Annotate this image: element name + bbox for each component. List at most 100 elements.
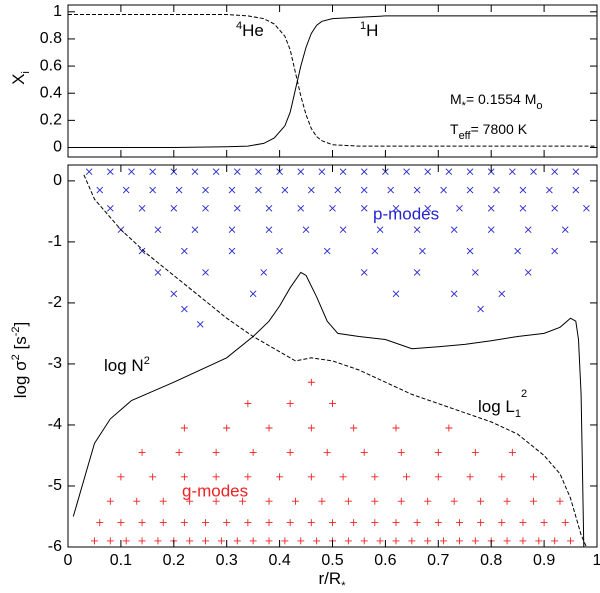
p-mode-point	[228, 247, 236, 255]
p-mode-point	[413, 186, 421, 194]
axes: 0 0.2 0.4 0.6 0.8 1 0 0.1 0.2 0.3 0.4 0.5 0.6 0.7 0.8 0…	[40, 3, 600, 569]
x-tick-label: 0.2	[163, 552, 185, 569]
g-mode-point	[434, 448, 442, 456]
p-mode-point	[202, 205, 209, 212]
p-mode-point	[583, 205, 590, 212]
g-mode-point	[434, 473, 442, 481]
g-mode-point	[397, 497, 405, 505]
p-mode-point	[360, 269, 368, 276]
g-mode-point	[530, 473, 538, 481]
g-mode-point	[180, 473, 188, 481]
bottom-plot	[72, 168, 590, 547]
p-mode-point	[297, 168, 305, 176]
p-mode-point	[487, 205, 495, 212]
curve	[68, 15, 597, 148]
annotation: Teff= 7800 K	[450, 121, 528, 142]
y-tick-label: 0	[53, 172, 62, 189]
g-mode-point	[530, 497, 538, 505]
p-mode-point	[392, 290, 400, 298]
g-mode-point	[445, 424, 453, 432]
g-mode-point	[90, 537, 98, 545]
g-mode-point	[371, 519, 379, 527]
p-mode-point	[175, 186, 183, 194]
x-tick-label: 0.9	[533, 552, 555, 569]
p-mode-point	[170, 205, 178, 212]
p-mode-point	[107, 168, 114, 176]
p-mode-point	[265, 205, 273, 212]
p-mode-point	[308, 186, 315, 194]
p-mode-point	[323, 247, 331, 255]
g-mode-point	[180, 519, 188, 527]
g-mode-point	[540, 519, 548, 527]
p-mode-point	[551, 168, 558, 176]
g-mode-point	[138, 519, 146, 527]
g-mode-point	[350, 519, 358, 527]
g-mode-point	[138, 537, 146, 545]
g-mode-point	[450, 497, 458, 505]
g-mode-point	[477, 497, 485, 505]
y-tick-label: -5	[48, 477, 62, 494]
g-mode-point	[471, 448, 479, 456]
y-tick-label: -3	[48, 355, 62, 372]
p-mode-point	[493, 186, 500, 194]
g-mode-point	[133, 497, 141, 505]
p-mode-point	[122, 186, 130, 194]
g-mode-point	[567, 537, 575, 545]
y-tick-label: 0.4	[40, 84, 62, 101]
p-mode-point	[450, 226, 458, 234]
g-mode-point	[508, 448, 516, 456]
annotation: log N2	[104, 355, 150, 376]
g-mode-point	[551, 537, 559, 545]
annotation: log L12	[478, 388, 527, 420]
top-plot	[68, 14, 597, 148]
p-mode-point	[128, 168, 135, 176]
g-mode-point	[212, 497, 220, 505]
annotation: 1H	[360, 20, 378, 41]
p-mode-point	[546, 186, 553, 194]
p-mode-point	[281, 186, 289, 194]
p-mode-point	[376, 226, 384, 234]
g-mode-point	[138, 448, 146, 456]
g-mode-point	[556, 497, 564, 505]
g-mode-point	[286, 448, 294, 456]
g-mode-point	[286, 519, 294, 527]
y-tick-label: 0.8	[40, 30, 62, 47]
g-mode-point	[281, 537, 289, 545]
p-mode-point	[487, 226, 495, 234]
p-mode-point	[138, 205, 146, 212]
annotation: p-modes	[373, 204, 439, 223]
g-mode-point	[212, 473, 220, 481]
g-mode-point	[159, 497, 167, 505]
p-mode-point	[524, 269, 532, 276]
p-mode-point	[371, 247, 379, 255]
g-mode-point	[344, 497, 352, 505]
g-mode-point	[323, 448, 331, 456]
p-mode-point	[181, 305, 188, 313]
g-mode-point	[371, 497, 379, 505]
x-tick-label: 0	[64, 552, 73, 569]
p-mode-point	[413, 269, 421, 276]
g-mode-point	[159, 519, 167, 527]
p-mode-point	[202, 186, 209, 194]
p-mode-point	[519, 205, 527, 212]
curve	[68, 14, 597, 147]
g-mode-point	[329, 400, 336, 408]
g-mode-point	[392, 424, 400, 432]
annotation: M*= 0.1554 Mo	[450, 91, 543, 112]
g-mode-point	[202, 537, 210, 545]
p-mode-point	[466, 186, 474, 194]
g-mode-point	[154, 537, 162, 545]
p-mode-point	[339, 168, 347, 176]
g-mode-point	[434, 519, 442, 527]
p-mode-point	[149, 186, 156, 194]
p-mode-point	[440, 186, 447, 194]
p-mode-point	[551, 205, 558, 212]
g-mode-point	[392, 537, 400, 545]
p-mode-point	[202, 269, 209, 276]
p-mode-point	[466, 168, 474, 176]
p-mode-point	[524, 226, 532, 234]
p-mode-point	[276, 247, 283, 255]
p-mode-point	[360, 205, 368, 212]
p-mode-point	[191, 226, 199, 234]
